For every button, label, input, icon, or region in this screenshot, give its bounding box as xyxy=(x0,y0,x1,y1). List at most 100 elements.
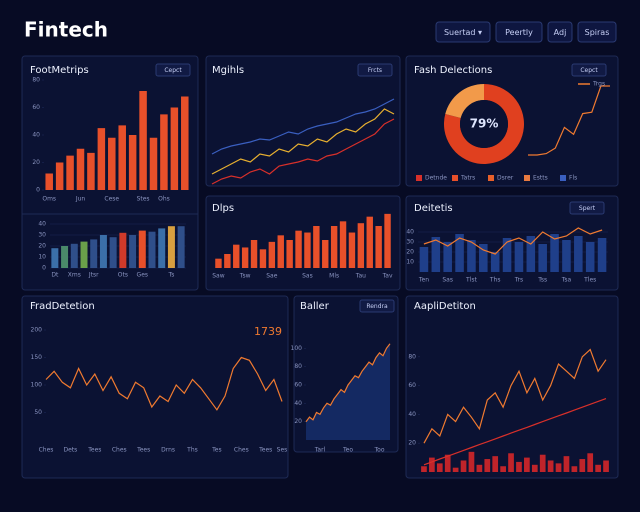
bar xyxy=(595,464,601,472)
x-tick-label: Teo xyxy=(342,447,353,454)
bar xyxy=(259,249,267,268)
y-tick-label: 40 xyxy=(32,132,40,139)
button[interactable] xyxy=(359,299,395,313)
y-tick-label: 30 xyxy=(38,232,46,239)
button-label[interactable]: Frcts xyxy=(368,67,382,74)
header-button-label[interactable]: Peertly xyxy=(505,28,533,37)
bar xyxy=(587,453,594,472)
legend-swatch xyxy=(452,175,458,181)
x-tick-label: Tles xyxy=(583,277,596,284)
bar xyxy=(563,456,570,472)
header-button[interactable] xyxy=(495,21,543,43)
bar xyxy=(322,240,329,268)
panel-title: Baller xyxy=(300,301,330,312)
x-tick-label: Ots xyxy=(118,272,128,279)
line xyxy=(45,356,283,411)
y-tick-label: 10 xyxy=(406,259,414,266)
line xyxy=(211,98,395,155)
x-tick-label: Dt xyxy=(51,272,59,279)
bar xyxy=(149,137,158,190)
bar xyxy=(502,238,512,272)
x-tick-label: Jun xyxy=(75,196,86,203)
x-tick-label: Tau xyxy=(355,273,366,280)
bar xyxy=(419,247,429,272)
x-tick-label: Sas xyxy=(302,273,313,280)
x-tick-label: Stes xyxy=(137,196,150,203)
bar xyxy=(597,238,607,272)
header-button[interactable] xyxy=(435,21,491,43)
bar xyxy=(431,237,441,272)
bar xyxy=(429,457,435,472)
button[interactable] xyxy=(571,63,607,77)
x-tick-label: Tarl xyxy=(314,447,326,454)
bar xyxy=(250,240,258,268)
bar xyxy=(514,242,524,272)
bar xyxy=(97,128,106,190)
x-tick-label: Ts xyxy=(168,272,175,279)
bar xyxy=(508,453,514,472)
button-label[interactable]: Spert xyxy=(579,205,596,212)
bar xyxy=(158,228,166,268)
x-tick-label: Tes xyxy=(211,447,221,454)
header-button[interactable] xyxy=(547,21,573,43)
bar xyxy=(70,243,78,268)
x-tick-label: Ths xyxy=(489,277,501,284)
button[interactable] xyxy=(155,63,191,77)
donut-slice xyxy=(444,84,525,164)
legend-swatch xyxy=(488,175,494,181)
bar xyxy=(579,459,586,472)
button-label[interactable]: Rendra xyxy=(366,303,388,310)
x-tick-label: Oms xyxy=(42,196,56,203)
header-button[interactable] xyxy=(577,21,617,43)
x-tick-label: Ohs xyxy=(158,196,170,203)
legend-label: Fls xyxy=(569,175,577,182)
bar xyxy=(90,239,98,268)
line xyxy=(305,343,391,423)
x-tick-label: Ches xyxy=(234,447,249,454)
bar xyxy=(585,242,595,272)
legend-label: Dsrer xyxy=(497,175,514,182)
bar xyxy=(603,460,609,472)
bar xyxy=(286,240,293,268)
x-tick-label: Ten xyxy=(418,277,429,284)
bar xyxy=(500,466,506,472)
x-tick-label: Dets xyxy=(64,447,78,454)
y-tick-label: 150 xyxy=(31,354,43,361)
y-tick-label: 20 xyxy=(406,249,414,256)
button-label[interactable]: Cepct xyxy=(164,67,182,74)
bar xyxy=(167,226,175,268)
bar xyxy=(460,460,467,472)
header-button-label[interactable]: Adj xyxy=(554,28,567,37)
button-label[interactable]: Cepct xyxy=(580,67,598,74)
x-tick-label: Tlst xyxy=(465,277,477,284)
x-tick-label: Tav xyxy=(382,273,393,280)
line xyxy=(423,227,603,255)
bar xyxy=(119,232,127,268)
bar xyxy=(452,467,459,472)
bar xyxy=(109,237,117,268)
bar xyxy=(128,135,137,190)
y-tick-label: 60 xyxy=(294,382,302,389)
line xyxy=(211,118,395,185)
bar xyxy=(241,247,249,268)
bar xyxy=(45,173,53,190)
x-tick-label: Ches xyxy=(112,447,127,454)
x-tick-label: Ches xyxy=(39,447,54,454)
bar xyxy=(444,454,451,472)
x-tick-label: Trs xyxy=(514,277,523,284)
button[interactable] xyxy=(569,201,605,215)
bar xyxy=(108,137,116,190)
header-button-label[interactable]: Suertad ▾ xyxy=(444,28,482,37)
bar xyxy=(516,461,522,472)
donut-slice xyxy=(445,84,484,119)
y-tick-label: 50 xyxy=(34,409,42,416)
header-button-label[interactable]: Spiras xyxy=(585,28,610,37)
app-title: Fintech xyxy=(24,18,108,42)
y-tick-label: 0 xyxy=(36,187,40,194)
bar xyxy=(215,258,222,268)
button[interactable] xyxy=(357,63,393,77)
bar xyxy=(76,148,85,190)
bar xyxy=(490,252,500,272)
bar xyxy=(366,216,373,268)
